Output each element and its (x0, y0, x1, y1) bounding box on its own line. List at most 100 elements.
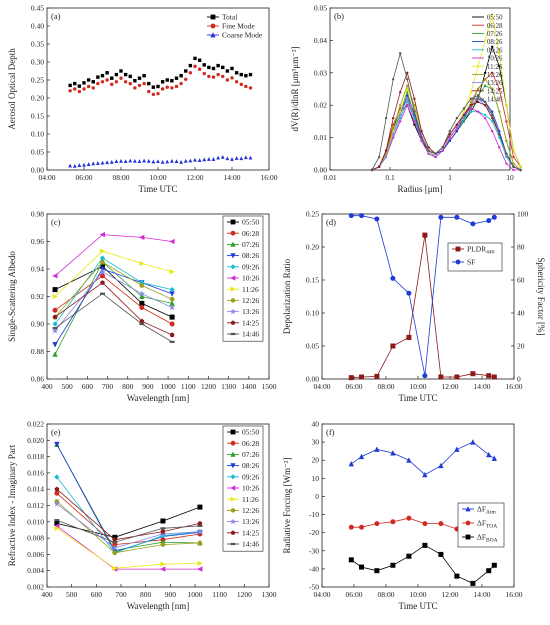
data-point (100, 73, 105, 78)
data-point (406, 100, 409, 104)
data-point (86, 78, 91, 82)
data-point (137, 76, 142, 80)
panel-label: (e) (51, 427, 61, 437)
data-point (230, 66, 234, 71)
data-point (498, 146, 501, 149)
data-point (105, 160, 110, 165)
series-line (54, 275, 173, 325)
series-line (56, 527, 200, 569)
legend-swatch-marker (230, 286, 236, 292)
data-point (160, 527, 166, 530)
data-point (438, 551, 444, 557)
data-point (99, 231, 105, 238)
data-point (406, 553, 412, 559)
data-point (211, 66, 216, 71)
data-point (52, 307, 58, 313)
y2-tick-label: 80 (517, 243, 525, 252)
y-tick-label: 30 (312, 438, 320, 447)
legend-label-text: 14:25 (487, 88, 503, 95)
legend-label: 09:26 (242, 262, 259, 271)
legend-swatch-marker (230, 241, 236, 247)
data-point (454, 214, 460, 220)
data-point (390, 519, 396, 525)
data-point (179, 160, 184, 164)
legend-swatch-marker (230, 219, 236, 225)
data-point (498, 52, 501, 55)
data-point (52, 273, 58, 279)
data-point (422, 373, 428, 379)
series-line (351, 441, 495, 476)
data-point (248, 86, 253, 90)
data-point (486, 373, 492, 379)
y2-tick-label: 20 (517, 342, 525, 351)
data-point (469, 100, 473, 104)
x-tick-label: 04:00 (38, 173, 55, 182)
data-point (68, 89, 72, 93)
data-point (197, 504, 203, 510)
data-point (139, 293, 145, 300)
data-point (462, 120, 466, 123)
legend-label-text: 10:26 (242, 484, 259, 493)
data-point (448, 129, 451, 133)
legend-label: 14:25 (487, 88, 503, 95)
legend-swatch-marker (230, 429, 236, 435)
legend-label: 14:46 (242, 540, 259, 549)
data-point (100, 292, 106, 295)
x-axis-title: Wavelength [nm] (127, 393, 190, 403)
chart-panel-d: 04:00 06:00 08:00 10:00 12:00 14:00 16:00 0.00 0… (282, 210, 546, 404)
legend-label: 07:26 (242, 450, 259, 459)
data-point (220, 154, 225, 159)
data-point (406, 94, 409, 97)
legend-label: PLDR440 (467, 245, 495, 256)
data-point (483, 71, 487, 75)
data-point (348, 213, 354, 219)
data-point (390, 562, 396, 568)
y-tick-label: -50 (309, 583, 319, 592)
x-tick-label: 14:00 (223, 173, 240, 182)
series-line (54, 257, 173, 325)
data-point (491, 110, 494, 113)
data-point (469, 91, 473, 94)
legend-label: 06:28 (242, 229, 259, 238)
x-tick-label: 08:00 (377, 382, 394, 391)
data-point (54, 519, 60, 522)
data-point (348, 375, 354, 381)
data-point (112, 565, 118, 571)
legend-swatch-marker (455, 259, 461, 265)
y-tick-label: 10 (312, 474, 320, 483)
data-point (174, 76, 179, 80)
x-tick-label: 1500 (262, 382, 277, 391)
data-point (95, 161, 100, 165)
data-point (406, 97, 409, 100)
legend-swatch-marker (230, 230, 236, 236)
x-tick-label: 06:00 (345, 590, 362, 599)
y-tick-label: 0.94 (31, 265, 44, 274)
x-tick-label: 1 (448, 173, 452, 182)
legend-swatch-marker (230, 542, 236, 546)
data-point (100, 80, 105, 84)
legend-label-text: 09:26 (487, 47, 503, 54)
legend-label-text: 05:50 (242, 218, 259, 227)
data-point (243, 155, 248, 160)
data-point (105, 71, 109, 75)
data-point (91, 86, 95, 90)
data-point (391, 116, 395, 120)
data-point (119, 69, 123, 73)
y-tick-label: 40 (312, 420, 320, 429)
data-point (438, 374, 444, 380)
data-point (169, 332, 175, 338)
data-point (374, 521, 380, 527)
data-point (248, 72, 253, 77)
series-line (351, 215, 495, 376)
data-point (54, 474, 60, 480)
data-point (491, 562, 497, 568)
legend-label-text: 14:46 (242, 330, 259, 339)
data-point (406, 457, 412, 463)
data-point (51, 327, 59, 334)
data-point (128, 81, 132, 86)
data-point (476, 100, 480, 104)
data-point (448, 139, 451, 143)
legend-label: 07:26 (242, 240, 259, 249)
legend-label: 06:28 (242, 439, 259, 448)
